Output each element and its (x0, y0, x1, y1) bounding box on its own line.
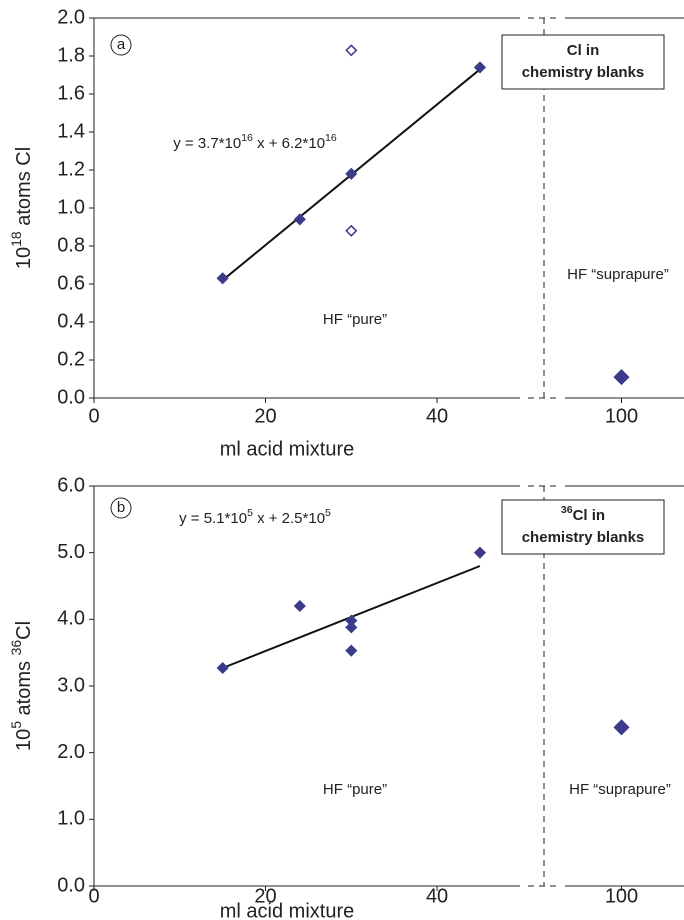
y-tick-label: 1.0 (57, 808, 85, 830)
panel-circle (110, 497, 132, 519)
title-box (501, 34, 665, 90)
y-axis-label-part: 10 (13, 729, 35, 751)
data-point (473, 61, 487, 74)
fit-equation-part: 16 (241, 132, 253, 144)
data-point (613, 369, 630, 386)
region-label: HF “pure” (323, 781, 387, 798)
y-axis-label-part: 18 (8, 231, 24, 247)
panel-circle (110, 34, 132, 56)
y-axis-label-part: 5 (8, 721, 24, 729)
x-tick-label: 20 (254, 405, 276, 427)
fit-equation: y = 5.1*105 x + 2.5*105 (179, 507, 331, 527)
fit-equation-part: y = 5.1*10 (179, 510, 247, 527)
y-axis-label-part: atoms Cl (13, 147, 35, 231)
y-tick-label: 1.2 (57, 158, 85, 180)
chart-title-part: 36 (561, 504, 573, 516)
panel-label: a (117, 36, 126, 53)
chart-title-part: Cl in (567, 42, 600, 59)
chart-title: Cl in (567, 42, 600, 59)
y-axis-label-part: atoms (13, 655, 35, 721)
x-tick-label: 0 (88, 405, 99, 427)
y-axis-label-part: 36 (8, 640, 24, 656)
chart-title: 36Cl in (561, 504, 605, 524)
x-tick-label: 40 (426, 885, 448, 907)
data-point (345, 224, 358, 237)
data-point (293, 213, 306, 226)
y-tick-label: 0.6 (57, 272, 85, 294)
y-tick-label: 5.0 (57, 541, 85, 563)
region-label: HF “suprapure” (569, 781, 671, 798)
y-tick-label: 1.4 (57, 120, 85, 142)
data-point (613, 719, 630, 736)
data-point (216, 661, 229, 675)
y-tick-label: 0.0 (57, 874, 85, 896)
data-point (345, 167, 358, 180)
fit-equation-part: x + 6.2*10 (253, 135, 325, 152)
data-point (293, 599, 306, 613)
chart-title-part: Cl in (573, 507, 606, 524)
x-tick-label: 40 (426, 405, 448, 427)
x-tick-label: 100 (605, 885, 638, 907)
y-tick-label: 4.0 (57, 608, 85, 630)
y-axis-label: 105 atoms 36Cl (8, 621, 36, 751)
y-tick-label: 1.8 (57, 44, 85, 66)
x-tick-label: 0 (88, 885, 99, 907)
y-tick-label: 3.0 (57, 674, 85, 696)
fit-equation-part: 5 (247, 507, 253, 519)
y-axis-label-part: 10 (13, 247, 35, 269)
x-tick-label: 20 (254, 885, 276, 907)
x-tick-label: 100 (605, 405, 638, 427)
fit-equation-part: 16 (325, 132, 337, 144)
y-axis-label: 1018 atoms Cl (8, 147, 36, 269)
chart-title-part: chemistry blanks (522, 64, 645, 81)
y-tick-label: 0.0 (57, 386, 85, 408)
y-tick-label: 0.2 (57, 348, 85, 370)
y-tick-label: 2.0 (57, 741, 85, 763)
data-point (345, 621, 358, 634)
data-point (345, 644, 358, 657)
data-point (473, 546, 487, 559)
title-box (501, 499, 665, 555)
y-tick-label: 0.8 (57, 234, 85, 256)
y-axis-label-part: Cl (13, 621, 35, 640)
fit-equation: y = 3.7*1016 x + 6.2*1016 (173, 132, 337, 152)
data-point (345, 44, 358, 57)
chart-title: chemistry blanks (522, 529, 645, 546)
x-axis-label: ml acid mixture (220, 438, 354, 460)
chart-title-part: chemistry blanks (522, 529, 645, 546)
y-tick-label: 2.0 (57, 6, 85, 28)
fit-equation-part: x + 2.5*10 (253, 510, 325, 527)
chart-title: chemistry blanks (522, 64, 645, 81)
data-point (216, 272, 229, 285)
fit-equation-part: 5 (325, 507, 331, 519)
panel-label: b (117, 499, 125, 516)
region-label: HF “pure” (323, 311, 387, 328)
y-tick-label: 0.4 (57, 310, 85, 332)
y-tick-label: 1.6 (57, 82, 85, 104)
x-axis-label: ml acid mixture (220, 900, 354, 920)
y-tick-label: 6.0 (57, 474, 85, 496)
region-label: HF “suprapure” (567, 266, 669, 283)
y-tick-label: 1.0 (57, 196, 85, 218)
fit-equation-part: y = 3.7*10 (173, 135, 241, 152)
